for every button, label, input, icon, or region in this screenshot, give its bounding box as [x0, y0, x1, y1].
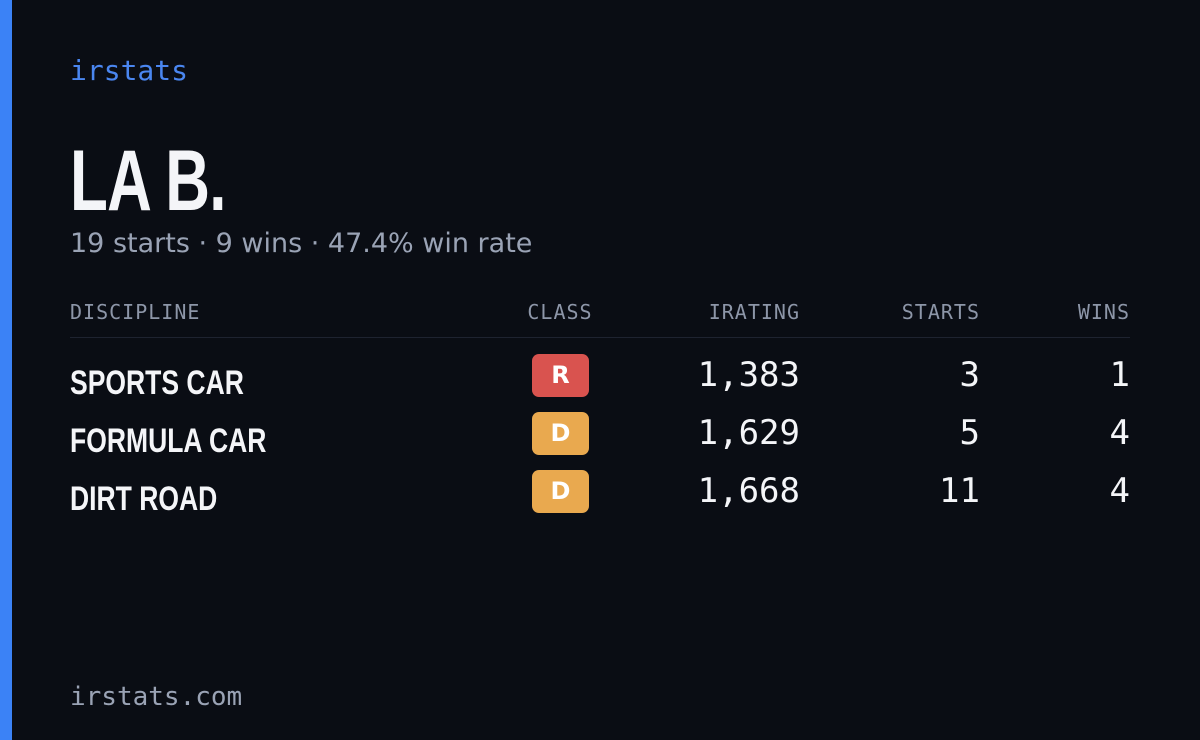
- wins: 4: [1109, 471, 1130, 511]
- discipline: DIRT ROAD: [70, 480, 218, 518]
- starts: 3: [959, 355, 980, 395]
- column-header: CLASS: [527, 300, 593, 324]
- irating: 1,668: [697, 471, 800, 511]
- wins: 4: [1109, 413, 1130, 453]
- starts: 5: [959, 413, 980, 453]
- accent-bar: [0, 0, 12, 740]
- column-header: WINS: [1077, 300, 1130, 324]
- class-badge: D: [532, 412, 589, 455]
- starts: 11: [939, 471, 980, 511]
- footer-url: irstats.com: [70, 682, 243, 712]
- header-rule: [70, 337, 1130, 338]
- irating: 1,629: [697, 413, 800, 453]
- column-header: STARTS: [901, 300, 980, 324]
- discipline: SPORTS CAR: [70, 364, 244, 402]
- summary: 19 starts · 9 wins · 47.4% win rate: [70, 228, 533, 259]
- column-header: IRATING: [708, 300, 800, 324]
- class-badge: R: [532, 354, 589, 397]
- discipline: FORMULA CAR: [70, 422, 267, 460]
- driver-name: LA B.: [70, 133, 226, 229]
- wins: 1: [1109, 355, 1130, 395]
- irating: 1,383: [697, 355, 800, 395]
- class-badge: D: [532, 470, 589, 513]
- brand: irstats: [70, 54, 189, 87]
- column-header: DISCIPLINE: [70, 300, 201, 324]
